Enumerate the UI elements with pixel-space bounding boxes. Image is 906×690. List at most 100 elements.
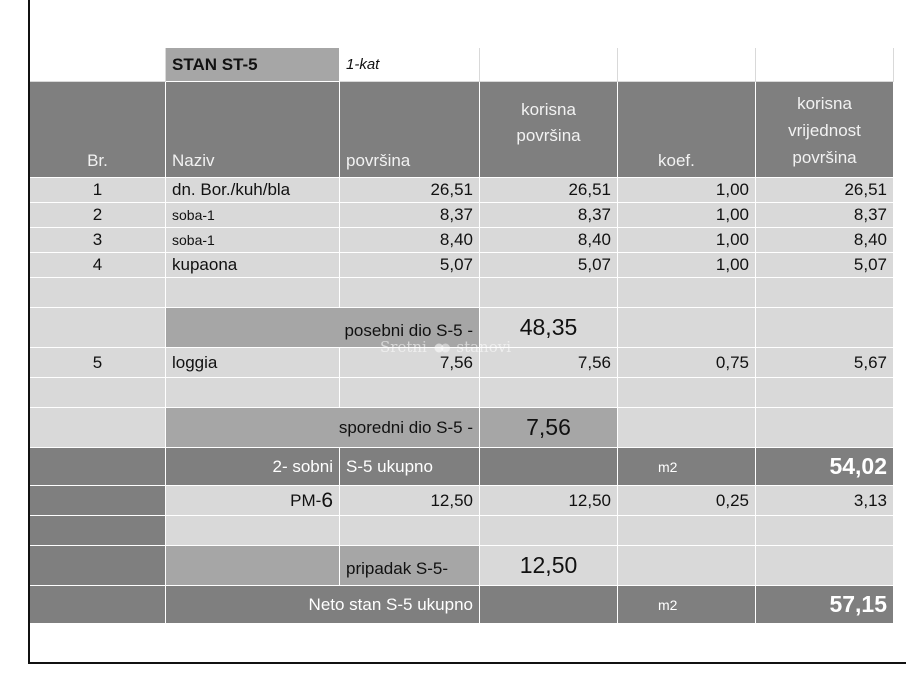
room-name: soba-1 [166, 228, 340, 253]
title-row: STAN ST-5 1-kat [30, 48, 894, 82]
usable-value-area: 3,13 [756, 486, 894, 516]
empty-cell [30, 546, 166, 586]
header-row: Br. Naziv površina korisna površina koef… [30, 82, 894, 178]
usable-value-area: 5,67 [756, 348, 894, 378]
floor-label: 1-kat [340, 48, 480, 82]
table-row: 5 loggia 7,56 7,56 0,75 5,67 [30, 348, 894, 378]
empty-cell [756, 546, 894, 586]
total-label: Neto stan S-5 ukupno [166, 586, 480, 624]
empty-row [30, 278, 894, 308]
room-name: dn. Bor./kuh/bla [166, 178, 340, 203]
empty-cell [30, 586, 166, 624]
subtotal-row-pripadak: pripadak S-5- 12,50 [30, 546, 894, 586]
header-kvp-line3: površina [792, 148, 857, 167]
empty-cell [480, 48, 618, 82]
subtotal-value: 48,35 [480, 308, 618, 348]
usable-area-value: 8,40 [480, 228, 618, 253]
unit-label: m2 [618, 448, 756, 486]
header-korisna-vrijednost: korisna vrijednost površina [756, 82, 894, 178]
room-name: loggia [166, 348, 340, 378]
empty-cell [30, 378, 166, 408]
coefficient-value: 1,00 [618, 253, 756, 278]
header-korisna-povrsina: korisna površina [480, 82, 618, 178]
usable-area-value: 26,51 [480, 178, 618, 203]
empty-cell [166, 516, 340, 546]
room-name: soba-1 [166, 203, 340, 228]
subtotal-value: 7,56 [480, 408, 618, 448]
empty-cell [618, 308, 756, 348]
subtotal-value: 12,50 [480, 546, 618, 586]
empty-cell [30, 408, 166, 448]
frame-bottom-border [28, 662, 906, 664]
usable-value-area: 8,37 [756, 203, 894, 228]
subtotal-row-sporedni: sporedni dio S-5 - 7,56 [30, 408, 894, 448]
coefficient-value: 1,00 [618, 228, 756, 253]
empty-cell [618, 516, 756, 546]
empty-cell [30, 278, 166, 308]
empty-cell [30, 48, 166, 82]
empty-cell [340, 378, 480, 408]
coefficient-value: 1,00 [618, 203, 756, 228]
empty-cell [756, 408, 894, 448]
empty-cell [480, 516, 618, 546]
frame-left-border [28, 0, 30, 664]
empty-row [30, 516, 894, 546]
subtotal-label: pripadak S-5- [340, 546, 480, 586]
empty-cell [340, 516, 480, 546]
header-kvp-line2: vrijednost [788, 121, 861, 140]
row-number: 5 [30, 348, 166, 378]
empty-cell [30, 516, 166, 546]
apartment-name: STAN ST-5 [166, 48, 340, 82]
empty-cell [756, 278, 894, 308]
empty-cell [166, 546, 340, 586]
table-row: 4 kupaona 5,07 5,07 1,00 5,07 [30, 253, 894, 278]
empty-cell [618, 546, 756, 586]
header-korisna-line1: korisna [521, 99, 576, 119]
empty-cell [756, 516, 894, 546]
empty-cell [166, 278, 340, 308]
header-kvp-line1: korisna [797, 94, 852, 113]
table-row: 2 soba-1 8,37 8,37 1,00 8,37 [30, 203, 894, 228]
area-value: 5,07 [340, 253, 480, 278]
total-value: 54,02 [756, 448, 894, 486]
parking-name: PM- 6 [166, 486, 340, 516]
header-naziv: Naziv [166, 82, 340, 178]
coefficient-value: 0,25 [618, 486, 756, 516]
empty-cell [480, 448, 618, 486]
table-row: 1 dn. Bor./kuh/bla 26,51 26,51 1,00 26,5… [30, 178, 894, 203]
empty-cell [480, 378, 618, 408]
row-number: 1 [30, 178, 166, 203]
area-value: 7,56 [340, 348, 480, 378]
usable-area-value: 8,37 [480, 203, 618, 228]
usable-area-value: 5,07 [480, 253, 618, 278]
room-name: kupaona [166, 253, 340, 278]
usable-area-value: 7,56 [480, 348, 618, 378]
header-koef: koef. [618, 82, 756, 178]
empty-cell [480, 278, 618, 308]
total-row-neto: Neto stan S-5 ukupno m2 57,15 [30, 586, 894, 624]
subtotal-row-posebni: posebni dio S-5 - 48,35 [30, 308, 894, 348]
subtotal-label: posebni dio S-5 - [166, 308, 480, 348]
empty-cell [30, 448, 166, 486]
table-row: PM- 6 12,50 12,50 0,25 3,13 [30, 486, 894, 516]
header-br: Br. [30, 82, 166, 178]
unit-label: m2 [618, 586, 756, 624]
area-value: 12,50 [340, 486, 480, 516]
empty-cell [30, 486, 166, 516]
row-number: 4 [30, 253, 166, 278]
total-row-ukupno: 2- sobni S-5 ukupno m2 54,02 [30, 448, 894, 486]
area-value: 26,51 [340, 178, 480, 203]
total-label: S-5 ukupno [340, 448, 480, 486]
empty-cell [618, 48, 756, 82]
usable-value-area: 5,07 [756, 253, 894, 278]
table-row: 3 soba-1 8,40 8,40 1,00 8,40 [30, 228, 894, 253]
usable-area-value: 12,50 [480, 486, 618, 516]
row-number: 3 [30, 228, 166, 253]
area-value: 8,40 [340, 228, 480, 253]
total-value: 57,15 [756, 586, 894, 624]
usable-value-area: 26,51 [756, 178, 894, 203]
empty-cell [618, 378, 756, 408]
empty-cell [756, 308, 894, 348]
empty-cell [756, 378, 894, 408]
empty-cell [480, 586, 618, 624]
